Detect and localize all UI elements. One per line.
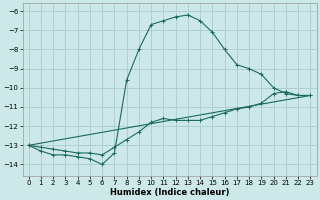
X-axis label: Humidex (Indice chaleur): Humidex (Indice chaleur) xyxy=(110,188,229,197)
